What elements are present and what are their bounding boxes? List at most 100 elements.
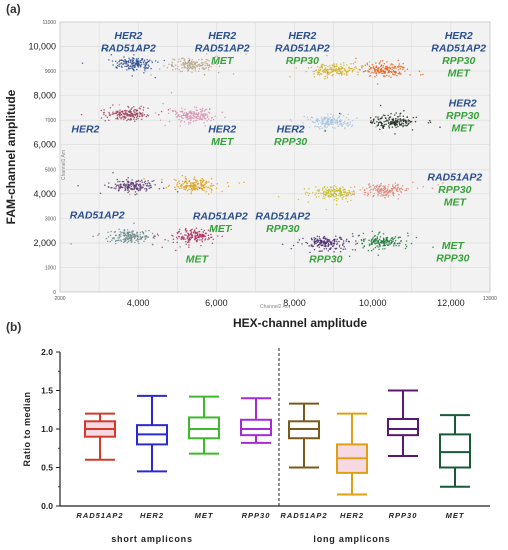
droplet-point <box>331 74 333 77</box>
scatter-xlabel: HEX-channel amplitude <box>233 316 367 330</box>
droplet-point <box>357 235 360 237</box>
droplet-point <box>379 61 381 64</box>
droplet-point <box>205 67 208 69</box>
droplet-point <box>173 109 175 112</box>
droplet-point <box>405 244 407 246</box>
droplet-point <box>388 243 390 245</box>
droplet-point <box>304 193 307 195</box>
droplet-point <box>194 61 196 64</box>
droplet-point <box>370 67 372 69</box>
droplet-point <box>124 186 126 188</box>
droplet-point <box>388 183 390 186</box>
droplet-point <box>362 65 364 67</box>
droplet-point <box>399 242 401 245</box>
droplet-point <box>130 108 133 110</box>
droplet-point <box>384 190 387 192</box>
droplet-point <box>347 113 349 116</box>
annotation-line: HER2 <box>71 123 99 135</box>
droplet-point <box>129 115 132 117</box>
droplet-point <box>365 187 368 190</box>
droplet-point <box>386 244 389 246</box>
droplet-point <box>130 118 132 120</box>
droplet-point <box>379 128 381 131</box>
droplet-point <box>135 112 138 115</box>
droplet-point <box>372 248 375 250</box>
droplet-point <box>289 118 292 121</box>
droplet-point <box>404 124 406 127</box>
droplet-point <box>210 182 213 185</box>
droplet-point <box>132 182 134 184</box>
droplet-point <box>306 116 309 119</box>
droplet-point <box>398 71 401 73</box>
droplet-point <box>119 116 121 119</box>
droplet-point <box>195 106 198 109</box>
droplet-point <box>179 187 181 189</box>
droplet-point <box>123 232 125 235</box>
droplet-point <box>340 247 342 250</box>
droplet-point <box>340 68 342 70</box>
droplet-point <box>404 247 407 250</box>
droplet-point <box>196 231 199 233</box>
droplet-point <box>400 187 403 190</box>
droplet-point <box>341 71 343 73</box>
droplet-point <box>177 65 179 67</box>
droplet-point <box>368 244 371 247</box>
droplet-point <box>108 182 110 184</box>
droplet-point <box>144 64 146 66</box>
droplet-point <box>199 187 202 189</box>
droplet-point <box>195 237 198 240</box>
droplet-point <box>205 53 208 55</box>
droplet-point <box>311 238 313 240</box>
droplet-point <box>353 67 356 69</box>
droplet-point <box>343 67 346 70</box>
droplet-point <box>416 187 419 190</box>
droplet-point <box>327 239 329 242</box>
droplet-point <box>132 234 135 236</box>
droplet-point <box>380 64 383 67</box>
droplet-point <box>133 120 136 123</box>
droplet-point <box>339 121 342 123</box>
droplet-point <box>183 112 186 114</box>
droplet-point <box>129 65 132 67</box>
droplet-point <box>197 70 200 72</box>
droplet-point <box>373 239 375 242</box>
droplet-point <box>378 242 380 244</box>
droplet-point <box>194 120 196 122</box>
droplet-point <box>143 177 145 180</box>
droplet-point <box>379 121 382 124</box>
droplet-point <box>112 104 114 106</box>
annotation-line: RAD51AP2 <box>255 211 310 223</box>
droplet-point <box>315 125 317 127</box>
droplet-point <box>128 236 130 239</box>
droplet-point <box>128 67 131 70</box>
droplet-point <box>125 65 128 68</box>
droplet-point <box>133 118 135 120</box>
droplet-point <box>174 64 177 66</box>
droplet-point <box>388 125 390 127</box>
droplet-point <box>148 229 150 232</box>
droplet-point <box>325 247 328 250</box>
droplet-point <box>385 120 387 123</box>
droplet-point <box>143 60 146 62</box>
droplet-point <box>388 70 390 72</box>
droplet-point <box>201 64 204 66</box>
droplet-point <box>369 74 372 77</box>
droplet-point <box>338 236 341 239</box>
droplet-point <box>207 186 209 189</box>
droplet-point <box>168 120 171 123</box>
droplet-point <box>123 110 126 112</box>
droplet-point <box>336 123 339 125</box>
droplet-point <box>183 65 186 68</box>
droplet-point <box>338 193 341 195</box>
droplet-point <box>205 191 207 193</box>
droplet-point <box>186 230 188 232</box>
droplet-point <box>376 237 379 240</box>
droplet-point <box>298 239 301 241</box>
droplet-point <box>154 76 157 79</box>
droplet-point <box>188 59 191 62</box>
annotation-line: MET <box>442 240 466 252</box>
droplet-point <box>306 242 309 244</box>
droplet-point <box>131 67 134 70</box>
droplet-point <box>153 235 155 237</box>
